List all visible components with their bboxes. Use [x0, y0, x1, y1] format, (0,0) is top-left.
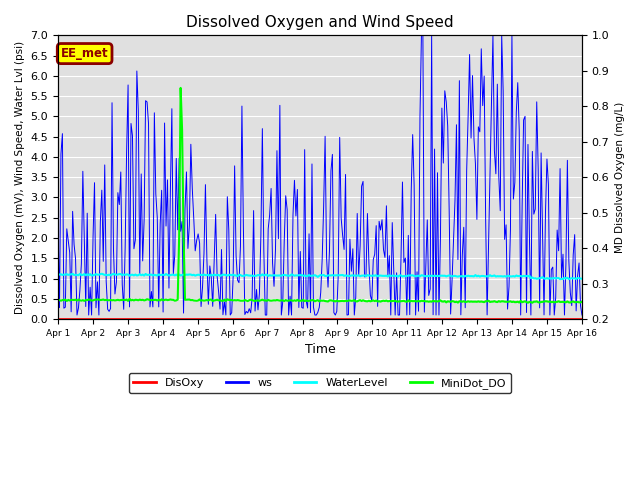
X-axis label: Time: Time	[305, 343, 335, 356]
Y-axis label: MD Dissolved Oxygen (mg/L): MD Dissolved Oxygen (mg/L)	[615, 102, 625, 253]
Title: Dissolved Oxygen and Wind Speed: Dissolved Oxygen and Wind Speed	[186, 15, 454, 30]
Y-axis label: Dissolved Oxygen (mV), Wind Speed, Water Lvl (psi): Dissolved Oxygen (mV), Wind Speed, Water…	[15, 41, 25, 314]
Text: EE_met: EE_met	[61, 47, 108, 60]
Legend: DisOxy, ws, WaterLevel, MiniDot_DO: DisOxy, ws, WaterLevel, MiniDot_DO	[129, 373, 511, 393]
